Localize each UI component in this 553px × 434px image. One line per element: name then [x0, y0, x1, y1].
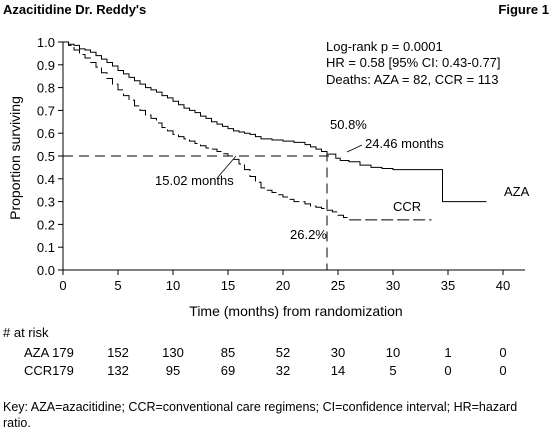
at-risk-cell: 0: [499, 363, 507, 378]
survival-curves: [63, 41, 487, 221]
ccr-series-label: CCR: [393, 199, 421, 214]
y-tick-label: 0.1: [37, 240, 55, 255]
at-risk-cell: 32: [275, 363, 291, 378]
aza-median-leader: [346, 144, 363, 153]
x-tick-label: 0: [59, 278, 66, 293]
at-risk-cell: 30: [330, 345, 346, 360]
y-tick-label: 0.0: [37, 263, 55, 278]
chart-axes: 0 5 10 15 20 25 30 35 40 0.0 0.1 0.2 0.3 0.4 0.5 0.6 0.7…: [37, 35, 525, 293]
at-risk-cell: 52: [275, 345, 291, 360]
aza-series-label: AZA: [504, 184, 530, 199]
x-tick-label: 25: [331, 278, 345, 293]
header-title: Azacitidine Dr. Reddy's: [3, 2, 147, 17]
series-aza-curve: [63, 41, 487, 203]
at-risk-cell: 152: [107, 345, 129, 360]
stats-line-2: HR = 0.58 [95% CI: 0.43-0.77]: [326, 55, 501, 70]
aza-median-label: 24.46 months: [365, 136, 444, 151]
series-ccr-curve: [63, 41, 432, 221]
at-risk-cell: 85: [220, 345, 236, 360]
stats-line-1: Log-rank p = 0.0001: [326, 39, 443, 54]
x-axis-label: Time (months) from randomization: [189, 303, 402, 319]
at-risk-row-label: AZA: [24, 345, 50, 360]
x-tick-label: 10: [166, 278, 180, 293]
at-risk-cell: 179: [52, 345, 74, 360]
y-tick-label: 0.8: [37, 81, 55, 96]
footnote: Key: AZA=azacitidine; CCR=conventional c…: [3, 400, 518, 430]
at-risk-cell: 69: [220, 363, 236, 378]
aza-survival-at-24-label: 50.8%: [330, 117, 367, 132]
at-risk-cell: 5: [389, 363, 397, 378]
x-tick-label: 20: [276, 278, 290, 293]
x-tick-label: 5: [114, 278, 121, 293]
y-tick-label: 0.5: [37, 149, 55, 164]
at-risk-title: # at risk: [3, 325, 49, 340]
reference-lines: [63, 151, 333, 270]
ccr-median-label: 15.02 months: [155, 173, 234, 188]
x-tick-label: 35: [441, 278, 455, 293]
y-tick-label: 1.0: [37, 35, 55, 50]
ccr-median-leader: [217, 155, 237, 178]
at-risk-cell: 179: [52, 363, 74, 378]
x-tick-label: 30: [386, 278, 400, 293]
x-tick-label: 15: [221, 278, 235, 293]
at-risk-cell: 130: [162, 345, 184, 360]
at-risk-cell: 0: [499, 345, 507, 360]
y-tick-label: 0.7: [37, 103, 55, 118]
ccr-survival-at-24-label: 26.2%: [290, 227, 327, 242]
at-risk-cell: 1: [444, 345, 452, 360]
at-risk-cell: 132: [107, 363, 129, 378]
at-risk-cell: 95: [165, 363, 181, 378]
figure-label: Figure 1: [498, 2, 549, 17]
at-risk-cell: 14: [330, 363, 346, 378]
x-tick-label: 40: [496, 278, 510, 293]
y-tick-label: 0.9: [37, 58, 55, 73]
at-risk-cell: 10: [385, 345, 401, 360]
stats-line-3: Deaths: AZA = 82, CCR = 113: [326, 72, 498, 87]
at-risk-row-label: CCR: [24, 363, 53, 378]
at-risk-cell: 0: [444, 363, 452, 378]
y-tick-label: 0.4: [37, 172, 55, 187]
y-axis-label: Proportion surviving: [7, 96, 23, 220]
y-tick-label: 0.2: [37, 217, 55, 232]
y-tick-label: 0.6: [37, 126, 55, 141]
y-tick-label: 0.3: [37, 195, 55, 210]
